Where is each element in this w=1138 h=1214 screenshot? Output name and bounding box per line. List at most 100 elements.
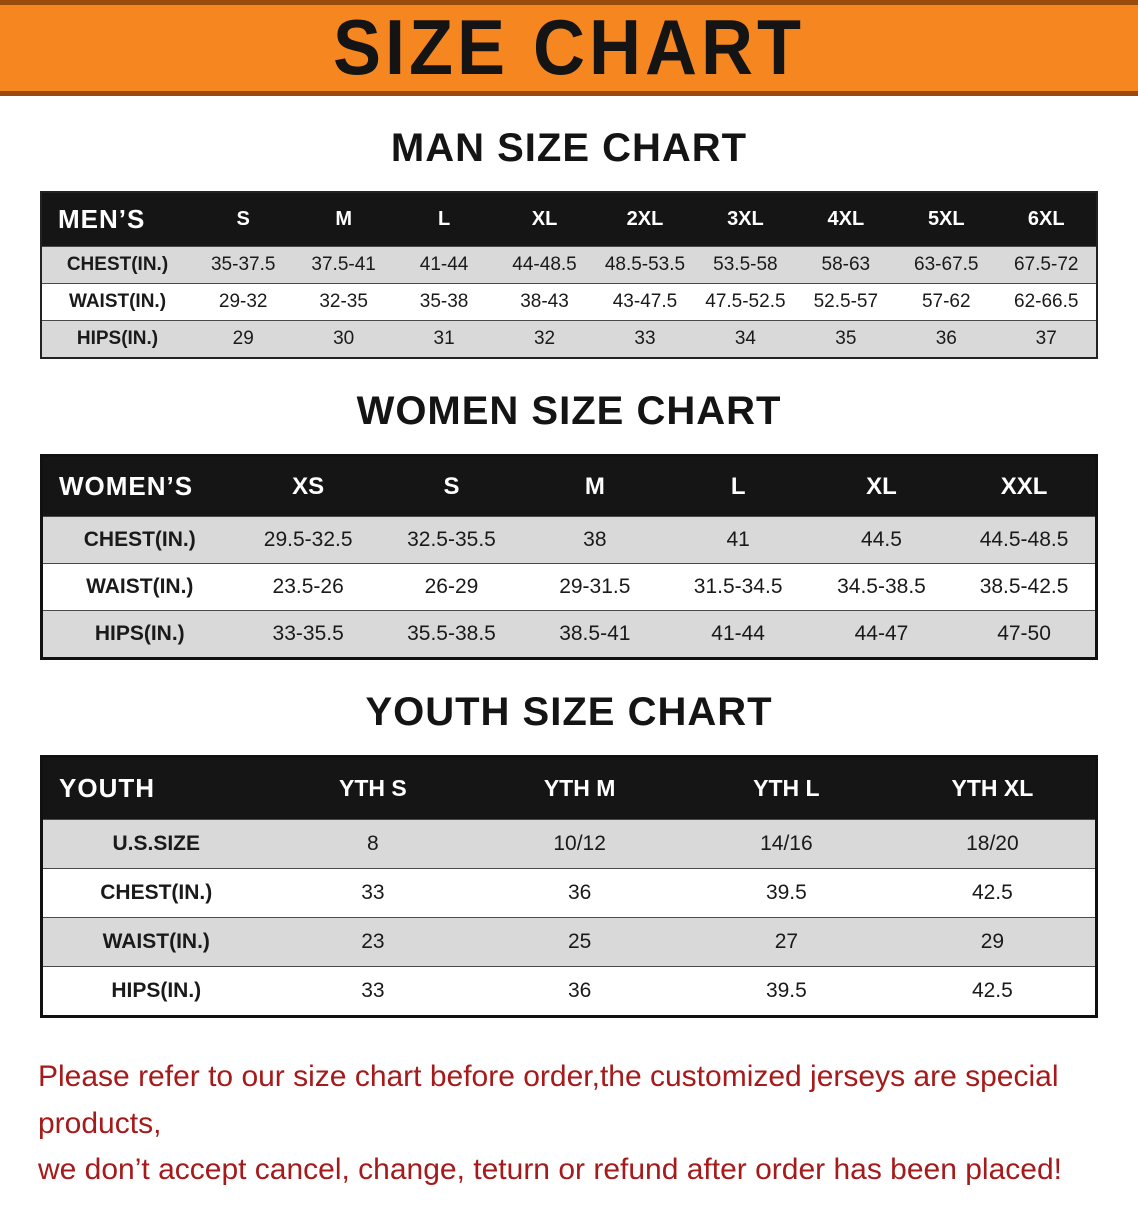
table-row: WAIST(IN.) 29-32 32-35 35-38 38-43 43-47.5 47.… [41,283,1097,321]
measurement-value: 34 [695,320,796,358]
disclaimer-line-2: we don’t accept cancel, change, teturn o… [38,1153,1062,1186]
measurement-value: 43-47.5 [594,283,696,321]
measurement-value: 44.5 [809,516,954,564]
measurement-value: 44-48.5 [494,246,595,284]
measurement-value: 41 [666,516,810,564]
youth-size-table: YOUTH YTH S YTH M YTH L YTH XL U.S.SIZE 8 10/12… [40,755,1098,1018]
measurement-value: 35 [795,320,897,358]
measurement-value: 48.5-53.5 [594,246,696,284]
measurement-value: 36 [476,868,683,918]
table-group-label: YOUTH [41,756,270,820]
measurement-value: 33 [269,966,477,1017]
measurement-value: 34.5-38.5 [809,563,954,611]
measurement-value: 31 [393,320,495,358]
measurement-value: 25 [476,917,683,967]
measurement-label: WAIST(IN.) [41,917,270,967]
size-column-header: M [293,192,394,247]
size-column-header: YTH XL [889,756,1097,820]
size-column-header: S [379,455,524,517]
measurement-value: 29 [889,917,1097,967]
size-column-header: XL [494,192,595,247]
women-size-table: WOMEN’S XS S M L XL XXL CHEST(IN.) 29.5-32.5 32.5… [40,454,1098,660]
measurement-value: 37 [996,320,1097,358]
measurement-value: 23 [269,917,477,967]
measurement-label: CHEST(IN.) [41,246,193,284]
measurement-value: 29.5-32.5 [236,516,380,564]
measurement-value: 27 [683,917,890,967]
measurement-value: 44.5-48.5 [953,516,1097,564]
measurement-value: 29 [193,320,294,358]
size-column-header: M [523,455,667,517]
measurement-value: 41-44 [666,610,810,659]
youth-section: YOUTH SIZE CHART YOUTH YTH S YTH M YTH L YTH… [0,690,1138,1018]
disclaimer-line-1: Please refer to our size chart before or… [38,1060,1059,1140]
measurement-value: 29-31.5 [523,563,667,611]
table-row: HIPS(IN.) 33 36 39.5 42.5 [41,966,1097,1017]
size-column-header: 3XL [695,192,796,247]
size-column-header: YTH M [476,756,683,820]
disclaimer-text: Please refer to our size chart before or… [38,1054,1100,1194]
measurement-value: 18/20 [889,819,1097,869]
table-header-row: MEN’S S M L XL 2XL 3XL 4XL 5XL 6XL [41,192,1097,247]
table-row: CHEST(IN.) 35-37.5 37.5-41 41-44 44-48.5 48.5… [41,246,1097,284]
measurement-value: 31.5-34.5 [666,563,810,611]
measurement-value: 57-62 [896,283,997,321]
size-column-header: L [393,192,495,247]
table-row: WAIST(IN.) 23.5-26 26-29 29-31.5 31.5-34.5 34… [41,563,1097,611]
measurement-value: 53.5-58 [695,246,796,284]
table-header-row: WOMEN’S XS S M L XL XXL [41,455,1097,517]
measurement-label: CHEST(IN.) [41,516,237,564]
measurement-value: 41-44 [393,246,495,284]
table-group-label: MEN’S [41,192,193,247]
measurement-value: 32 [494,320,595,358]
measurement-value: 35-38 [393,283,495,321]
size-column-header: 5XL [896,192,997,247]
women-section-heading: WOMEN SIZE CHART [356,389,782,433]
measurement-value: 63-67.5 [896,246,997,284]
size-column-header: S [193,192,294,247]
table-row: CHEST(IN.) 33 36 39.5 42.5 [41,868,1097,918]
measurement-value: 33 [594,320,696,358]
size-column-header: YTH L [683,756,890,820]
measurement-value: 39.5 [683,966,890,1017]
measurement-value: 14/16 [683,819,890,869]
measurement-value: 33-35.5 [236,610,380,659]
measurement-value: 35.5-38.5 [379,610,524,659]
banner: SIZE CHART [0,0,1138,96]
banner-title: SIZE CHART [333,4,805,92]
table-row: WAIST(IN.) 23 25 27 29 [41,917,1097,967]
women-section: WOMEN SIZE CHART WOMEN’S XS S M L XL XXL CHEST(… [0,389,1138,660]
size-column-header: 6XL [996,192,1097,247]
measurement-value: 38.5-41 [523,610,667,659]
measurement-label: WAIST(IN.) [41,563,237,611]
measurement-value: 42.5 [889,868,1097,918]
measurement-value: 26-29 [379,563,524,611]
measurement-value: 8 [269,819,477,869]
measurement-value: 42.5 [889,966,1097,1017]
youth-section-heading: YOUTH SIZE CHART [365,690,773,734]
measurement-value: 38-43 [494,283,595,321]
measurement-value: 23.5-26 [236,563,380,611]
measurement-value: 29-32 [193,283,294,321]
measurement-value: 62-66.5 [996,283,1097,321]
measurement-value: 58-63 [795,246,897,284]
table-group-label: WOMEN’S [41,455,237,517]
table-row: CHEST(IN.) 29.5-32.5 32.5-35.5 38 41 44.5 44.5… [41,516,1097,564]
measurement-value: 32-35 [293,283,394,321]
measurement-value: 38.5-42.5 [953,563,1097,611]
size-column-header: XS [236,455,380,517]
measurement-value: 39.5 [683,868,890,918]
measurement-value: 38 [523,516,667,564]
size-column-header: XXL [953,455,1097,517]
measurement-value: 44-47 [809,610,954,659]
table-header-row: YOUTH YTH S YTH M YTH L YTH XL [41,756,1097,820]
size-column-header: YTH S [269,756,477,820]
measurement-value: 37.5-41 [293,246,394,284]
table-row: HIPS(IN.) 29 30 31 32 33 34 35 36 37 [41,320,1097,358]
measurement-value: 35-37.5 [193,246,294,284]
men-section: MAN SIZE CHART MEN’S S M L XL 2XL 3XL 4XL 5XL 6XL… [0,126,1138,359]
measurement-label: HIPS(IN.) [41,966,270,1017]
measurement-value: 47.5-52.5 [695,283,796,321]
measurement-value: 47-50 [953,610,1097,659]
